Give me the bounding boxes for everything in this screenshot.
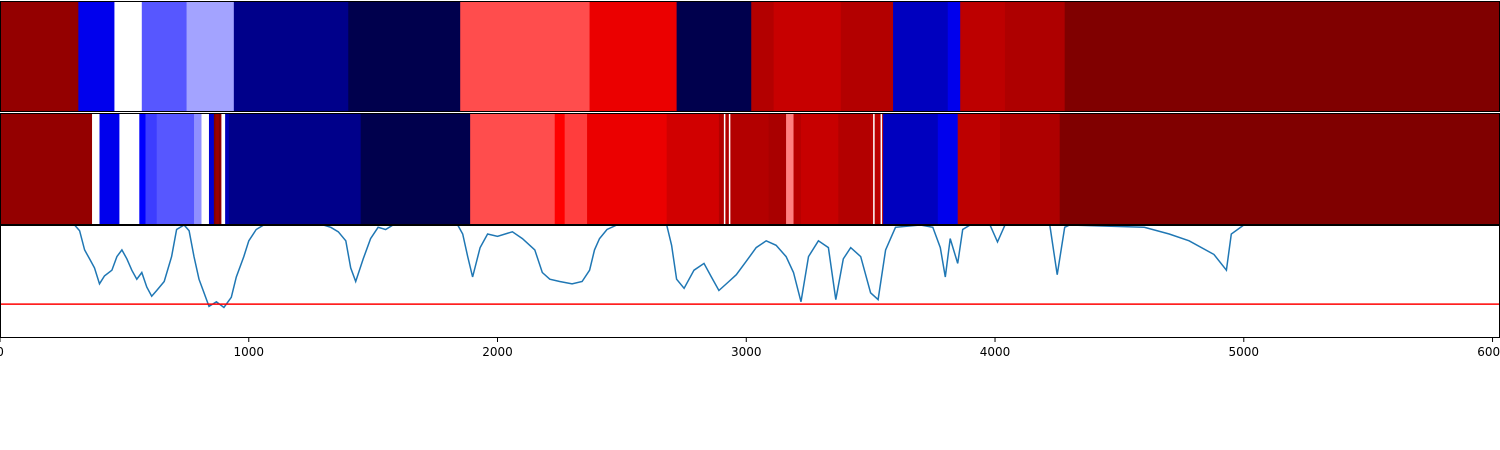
heatmap-top <box>0 1 1500 112</box>
x-tick-label: 4000 <box>980 345 1011 359</box>
heatmap-cell <box>213 113 216 225</box>
x-tick-label: 1000 <box>233 345 264 359</box>
heatmap-cell <box>233 1 349 112</box>
heatmap-cell <box>119 113 140 225</box>
heatmap-cell <box>114 1 143 112</box>
heatmap-cell <box>768 113 787 225</box>
heatmap-cell <box>99 113 120 225</box>
heatmap-cell <box>1000 113 1061 225</box>
heatmap-cell <box>589 1 678 112</box>
heatmap-cell <box>587 113 668 225</box>
heatmap-cell <box>141 1 187 112</box>
heatmap-cell <box>360 113 471 225</box>
heatmap-cell <box>1064 1 1500 112</box>
heatmap-cell <box>937 113 959 225</box>
heatmap-cell <box>92 113 100 225</box>
heatmap-cell <box>564 113 588 225</box>
heatmap-cell <box>225 113 230 225</box>
heatmap-cell <box>156 113 195 225</box>
heatmap-cell <box>201 113 210 225</box>
heatmap-cell <box>883 113 939 225</box>
heatmap-cell <box>1059 113 1500 225</box>
heatmap-cell <box>840 1 894 112</box>
x-tick-label: 2000 <box>482 345 513 359</box>
line-panel <box>0 225 1500 309</box>
heatmap-cell <box>793 113 802 225</box>
heatmap-cell <box>470 113 556 225</box>
heatmap-cell <box>751 1 775 112</box>
heatmap-cell <box>0 1 79 112</box>
heatmap-cell <box>893 1 949 112</box>
heatmap-cell <box>773 1 842 112</box>
heatmap-cell <box>221 113 226 225</box>
heatmap-cell <box>186 1 235 112</box>
heatmap-cell <box>838 113 872 225</box>
heatmap-cell <box>78 1 115 112</box>
heatmap-cell <box>676 1 752 112</box>
x-tick-label: 5000 <box>1229 345 1260 359</box>
x-tick-label: 6000 <box>1477 345 1500 359</box>
heatmap-cell <box>194 113 202 225</box>
heatmap-cell <box>1004 1 1066 112</box>
x-axis: 0 1000 2000 3000 4000 5000 6000 <box>0 338 1500 359</box>
heatmap-cell <box>213 113 222 225</box>
x-tick-label: 3000 <box>731 345 762 359</box>
heatmap-cell <box>723 113 726 225</box>
series-line <box>0 225 1500 309</box>
heatmap-cell <box>957 113 1001 225</box>
heatmap-cell <box>218 113 221 225</box>
heatmap-cell <box>348 1 461 112</box>
heatmap-cell <box>960 1 1006 112</box>
heatmap-cell <box>145 113 158 225</box>
heatmap-bottom <box>0 113 1500 225</box>
heatmap-cell <box>0 113 93 225</box>
heatmap-cell <box>460 1 590 112</box>
heatmap-cell <box>139 113 146 225</box>
heatmap-cell <box>228 113 362 225</box>
heatmap-cell <box>728 113 731 225</box>
heatmap-cell <box>718 113 770 225</box>
heatmap-cell <box>947 1 961 112</box>
axes-frame <box>0 225 1500 338</box>
heatmap-cell <box>666 113 720 225</box>
heatmap-cell <box>554 113 566 225</box>
heatmap-cell <box>873 113 875 225</box>
heatmap-cell <box>208 113 215 225</box>
heatmap-cell <box>786 113 794 225</box>
heatmap-cell <box>800 113 839 225</box>
heatmap-cell <box>880 113 883 225</box>
x-tick-label: 0 <box>0 345 4 359</box>
